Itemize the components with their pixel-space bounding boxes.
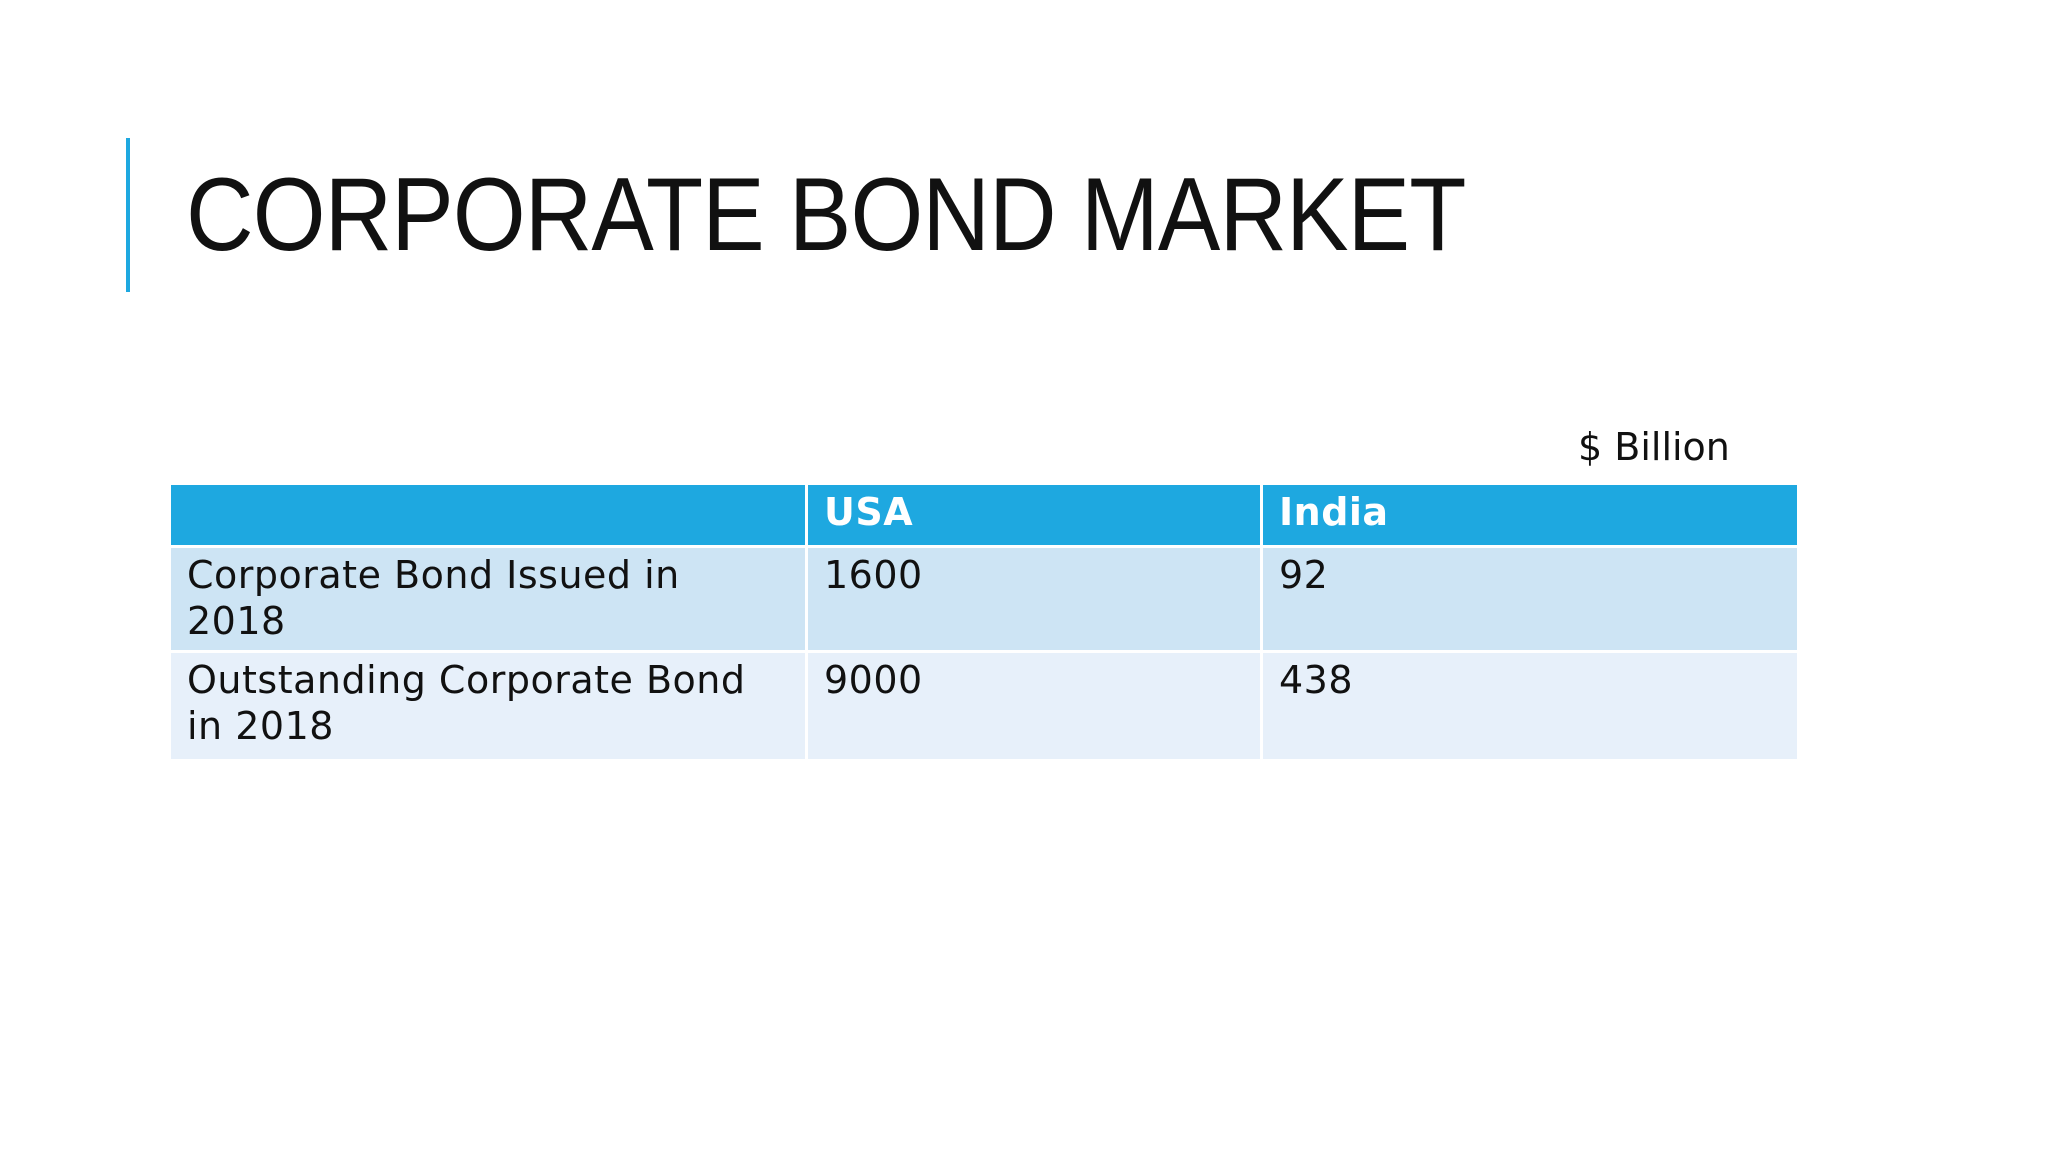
- table-row: Outstanding Corporate Bond in 2018 9000 …: [168, 650, 1800, 762]
- row-label-cell: Outstanding Corporate Bond in 2018: [168, 650, 808, 762]
- unit-note: $ Billion: [1578, 425, 1730, 469]
- header-cell-empty: [168, 482, 808, 548]
- slide-title: CORPORATE BOND MARKET: [186, 157, 1466, 273]
- table-header-row: USA India: [168, 482, 1800, 548]
- usa-value-cell: 1600: [805, 545, 1263, 653]
- table-row: Corporate Bond Issued in 2018 1600 92: [168, 545, 1800, 653]
- row-label-cell: Corporate Bond Issued in 2018: [168, 545, 808, 653]
- india-value-cell: 92: [1260, 545, 1800, 653]
- usa-value-cell: 9000: [805, 650, 1263, 762]
- header-cell-india: India: [1260, 482, 1800, 548]
- title-accent-bar: [126, 138, 130, 292]
- bond-market-table: USA India Corporate Bond Issued in 2018 …: [168, 482, 1800, 762]
- india-value-cell: 438: [1260, 650, 1800, 762]
- header-cell-usa: USA: [805, 482, 1263, 548]
